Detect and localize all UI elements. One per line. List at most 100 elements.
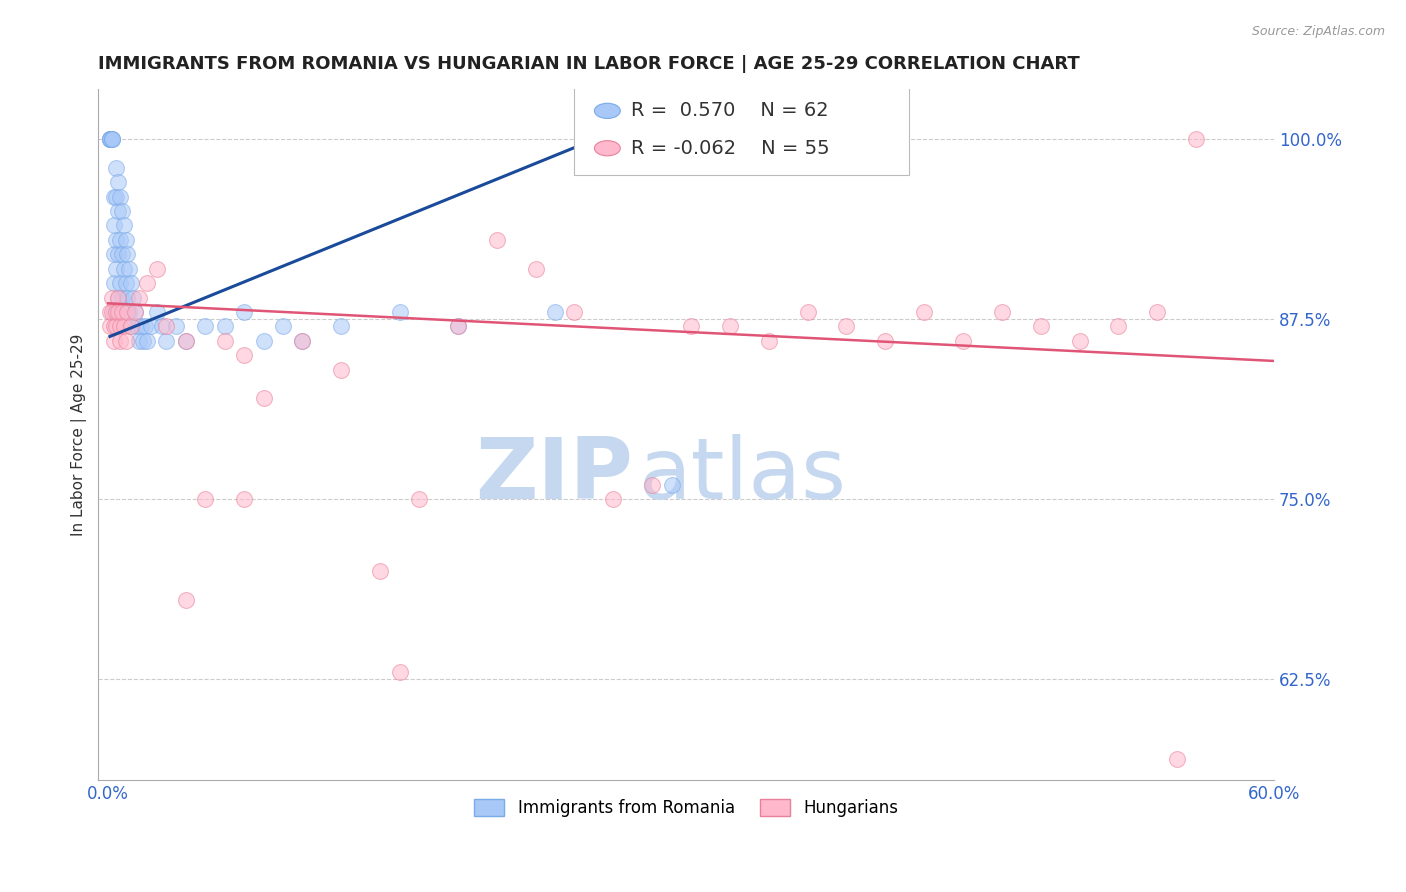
Point	[108, 319, 131, 334]
Point	[103, 319, 125, 334]
Point	[233, 492, 256, 507]
FancyBboxPatch shape	[575, 82, 910, 175]
Point	[114, 334, 136, 348]
Text: IMMIGRANTS FROM ROMANIA VS HUNGARIAN IN LABOR FORCE | AGE 25-29 CORRELATION CHAR: IMMIGRANTS FROM ROMANIA VS HUNGARIAN IN …	[98, 55, 1080, 73]
Circle shape	[595, 141, 620, 156]
Y-axis label: In Labor Force | Age 25-29: In Labor Force | Age 25-29	[72, 334, 87, 535]
Point	[108, 334, 131, 348]
Point	[134, 319, 156, 334]
Point	[112, 261, 135, 276]
Point	[214, 334, 236, 348]
Point	[98, 132, 121, 146]
Point	[136, 276, 159, 290]
Text: R =  0.570    N = 62: R = 0.570 N = 62	[631, 102, 828, 120]
Point	[679, 319, 702, 334]
Point	[485, 233, 508, 247]
Point	[117, 291, 139, 305]
Text: Source: ZipAtlas.com: Source: ZipAtlas.com	[1251, 25, 1385, 38]
Point	[120, 276, 142, 290]
Point	[291, 334, 314, 348]
Point	[101, 305, 124, 319]
Point	[103, 276, 125, 290]
Point	[98, 132, 121, 146]
Point	[912, 305, 935, 319]
Point	[165, 319, 187, 334]
Point	[564, 305, 586, 319]
Point	[111, 204, 134, 219]
Point	[952, 334, 974, 348]
Point	[103, 305, 125, 319]
Point	[122, 291, 145, 305]
Point	[104, 319, 127, 334]
Legend: Immigrants from Romania, Hungarians: Immigrants from Romania, Hungarians	[468, 792, 904, 824]
Point	[108, 189, 131, 203]
Point	[120, 319, 142, 334]
Point	[104, 233, 127, 247]
Point	[233, 348, 256, 362]
Point	[98, 319, 121, 334]
Point	[101, 132, 124, 146]
Point	[114, 276, 136, 290]
Point	[103, 247, 125, 261]
Point	[447, 319, 470, 334]
Point	[388, 665, 411, 680]
Point	[252, 334, 274, 348]
Point	[145, 305, 167, 319]
Point	[1185, 132, 1208, 146]
Point	[98, 132, 121, 146]
Point	[128, 334, 150, 348]
Point	[107, 291, 129, 305]
Text: R = -0.062    N = 55: R = -0.062 N = 55	[631, 139, 830, 158]
Point	[104, 305, 127, 319]
Point	[101, 291, 124, 305]
Point	[124, 305, 146, 319]
Point	[388, 305, 411, 319]
Point	[107, 291, 129, 305]
Point	[104, 189, 127, 203]
Point	[758, 334, 780, 348]
Point	[641, 478, 664, 492]
Point	[111, 247, 134, 261]
Point	[101, 132, 124, 146]
Point	[136, 334, 159, 348]
Point	[128, 291, 150, 305]
Point	[174, 334, 197, 348]
Circle shape	[595, 103, 620, 119]
Point	[145, 261, 167, 276]
Point	[129, 319, 152, 334]
Point	[194, 492, 217, 507]
Point	[107, 175, 129, 189]
Point	[447, 319, 470, 334]
Point	[368, 565, 391, 579]
Point	[139, 319, 162, 334]
Point	[118, 305, 141, 319]
Point	[1029, 319, 1052, 334]
Point	[330, 319, 353, 334]
Point	[98, 305, 121, 319]
Point	[98, 132, 121, 146]
Point	[252, 392, 274, 406]
Point	[875, 334, 897, 348]
Point	[155, 334, 177, 348]
Point	[718, 319, 741, 334]
Point	[101, 132, 124, 146]
Text: atlas: atlas	[640, 434, 848, 517]
Point	[114, 233, 136, 247]
Point	[103, 334, 125, 348]
Point	[117, 247, 139, 261]
Point	[271, 319, 294, 334]
Point	[233, 305, 256, 319]
Point	[214, 319, 236, 334]
Point	[155, 319, 177, 334]
Point	[107, 204, 129, 219]
Point	[524, 261, 547, 276]
Point	[112, 319, 135, 334]
Point	[991, 305, 1014, 319]
Point	[1166, 752, 1188, 766]
Text: ZIP: ZIP	[475, 434, 633, 517]
Point	[120, 319, 142, 334]
Point	[107, 305, 129, 319]
Point	[103, 219, 125, 233]
Point	[112, 219, 135, 233]
Point	[124, 305, 146, 319]
